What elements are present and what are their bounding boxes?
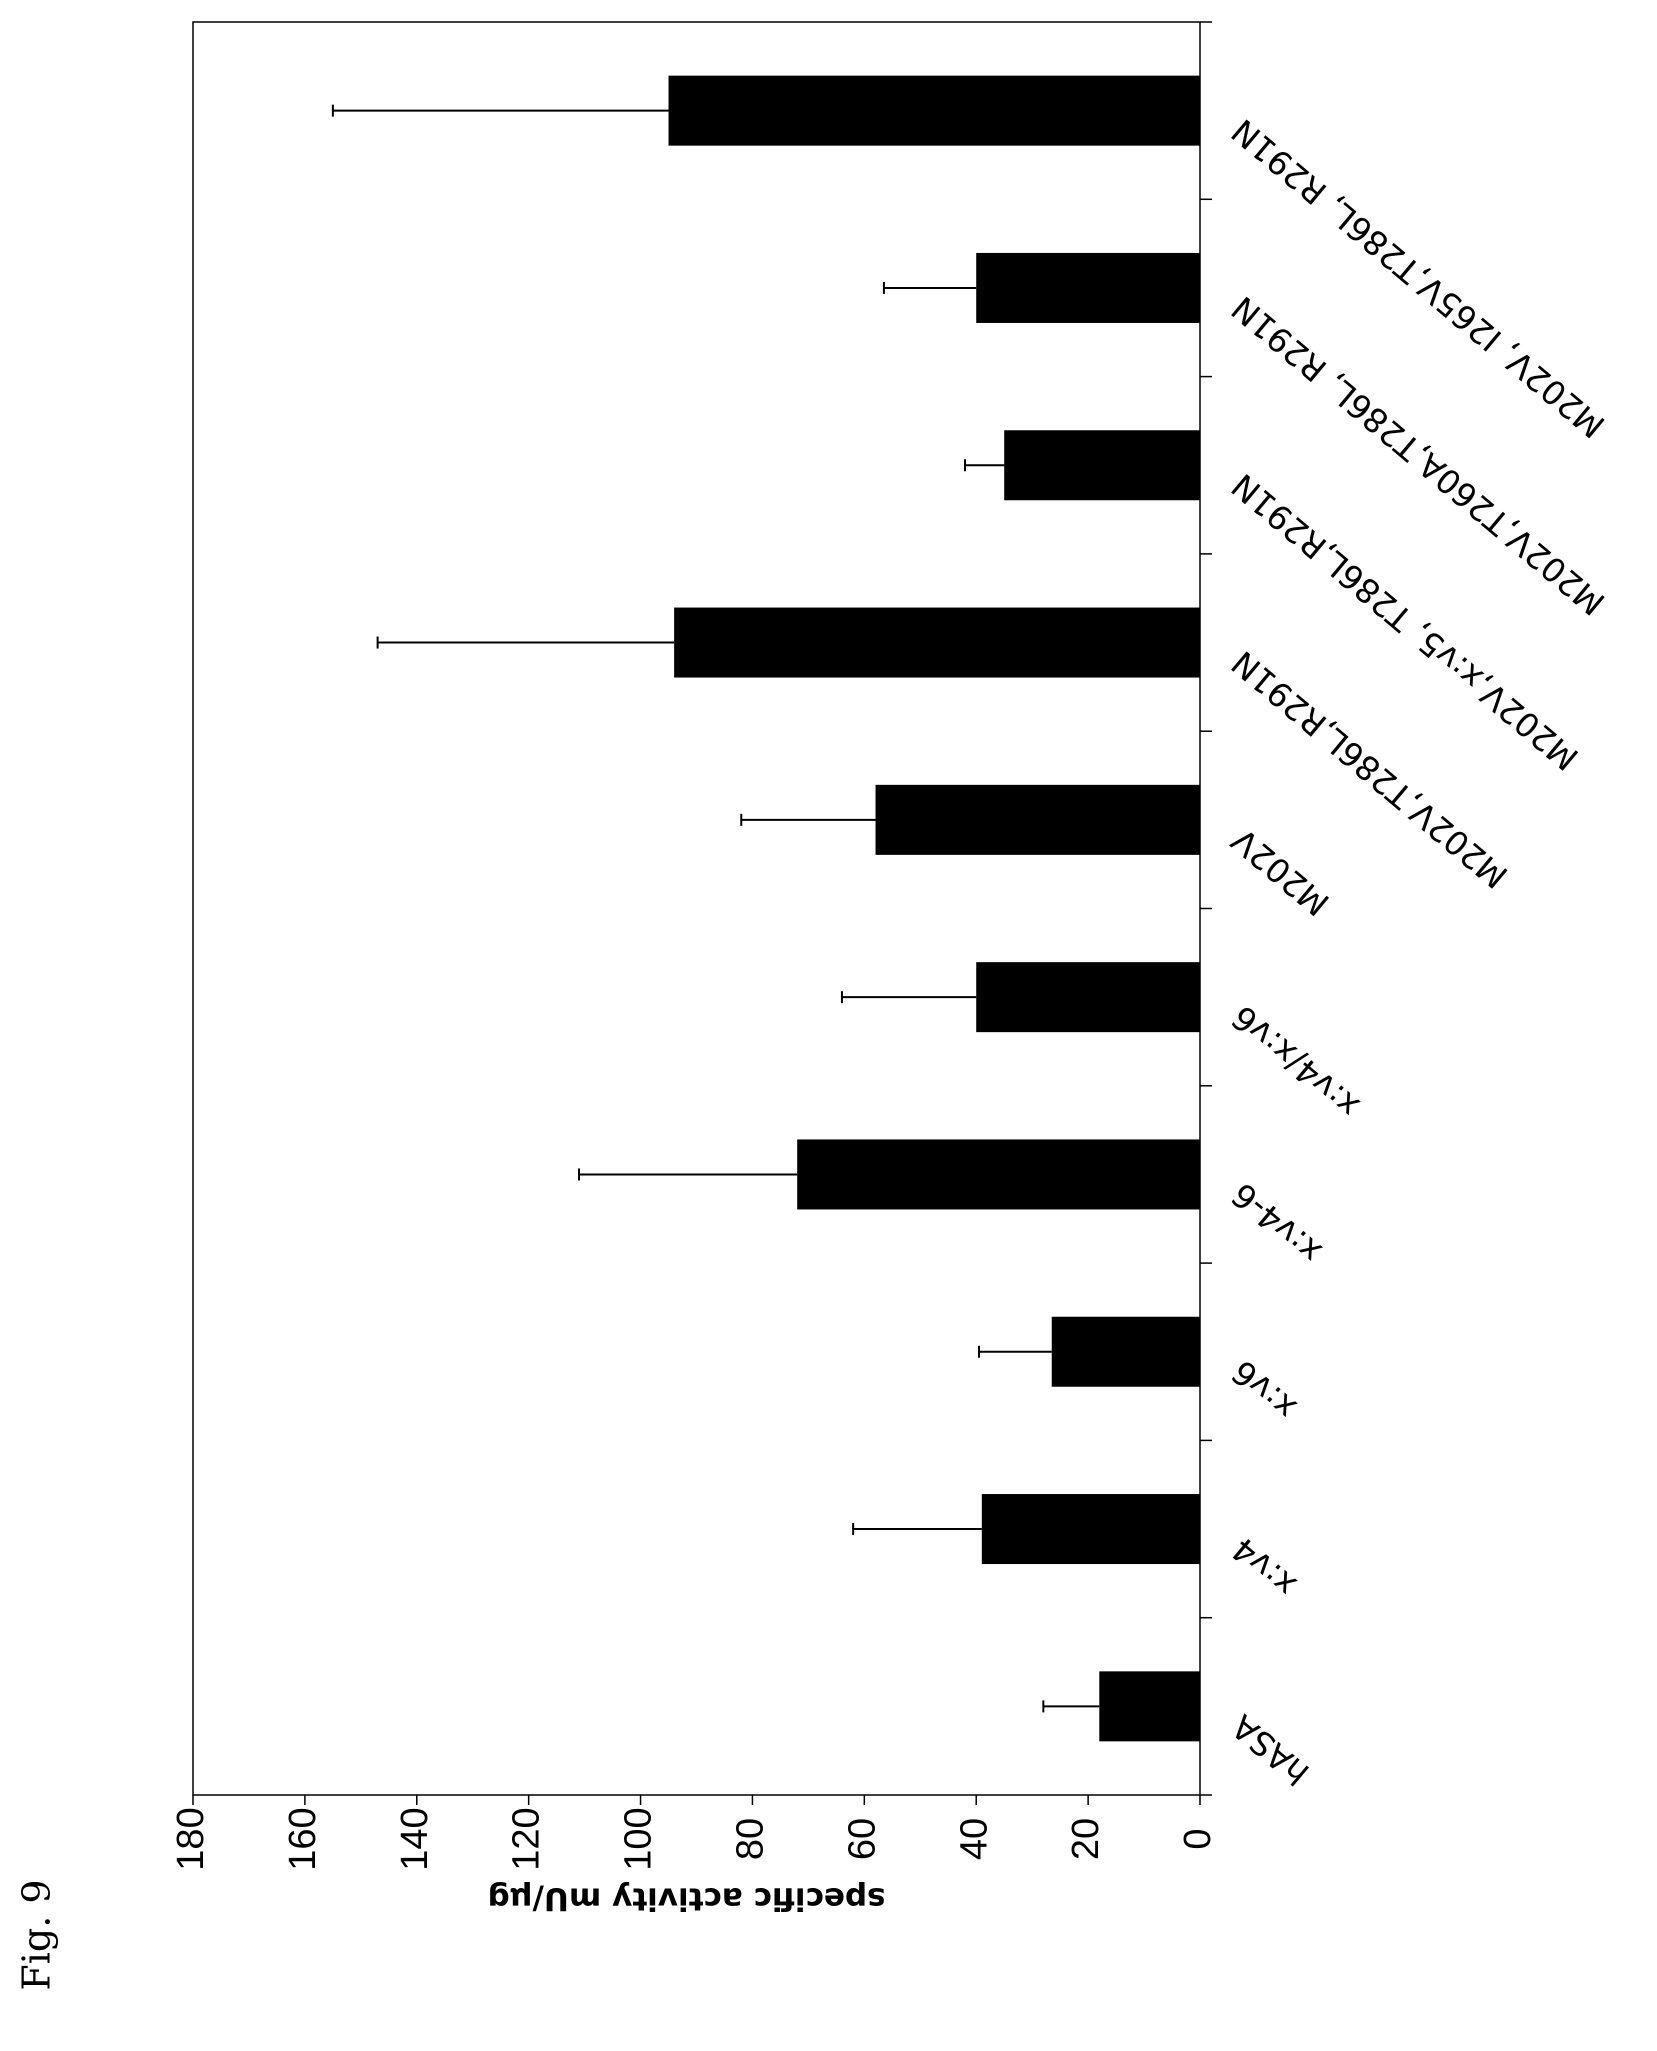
category-label: x:v4-6	[1224, 1175, 1329, 1272]
y-tick-label: 120	[506, 1807, 548, 1870]
y-tick-label: 40	[953, 1818, 995, 1860]
category-label: M202V	[1224, 820, 1337, 923]
y-tick-label: 140	[394, 1807, 436, 1870]
bar	[976, 962, 1200, 1033]
y-tick-label: 180	[170, 1807, 212, 1870]
bar	[1099, 1671, 1200, 1742]
y-tick-label: 100	[618, 1807, 660, 1870]
y-tick-label: 160	[282, 1807, 324, 1870]
bar	[1051, 1316, 1200, 1387]
bar	[1004, 430, 1200, 501]
y-tick-label: 80	[729, 1818, 771, 1860]
bar	[981, 1494, 1200, 1565]
bar	[875, 784, 1200, 855]
category-label: x:v4	[1224, 1530, 1304, 1606]
category-label: M202V, I265V,T286L, R291N	[1224, 111, 1612, 446]
category-label: x:v6	[1224, 1352, 1304, 1428]
y-tick-label: 60	[841, 1818, 883, 1860]
y-tick-label: 20	[1065, 1818, 1107, 1860]
category-label: M202V,x:v5, T286L,R291N	[1224, 466, 1586, 778]
bar-chart: 0 20 40 60 80 100 120 140 160 180 hASA x:v4 x:v6 x:v4…	[170, 21, 1612, 1917]
bar	[797, 1139, 1200, 1210]
bar	[668, 75, 1200, 146]
y-axis-title: specific activity mU/µg	[487, 1881, 885, 1917]
category-label: x:v4/x:v6	[1224, 998, 1367, 1127]
category-label: M202V,T260A,T286L, R291N	[1224, 289, 1612, 623]
bar	[674, 607, 1200, 678]
category-label: hASA	[1224, 1707, 1317, 1793]
figure-label: Fig. 9	[15, 1879, 59, 1990]
bar	[976, 252, 1200, 323]
y-tick-label: 0	[1177, 1828, 1219, 1849]
